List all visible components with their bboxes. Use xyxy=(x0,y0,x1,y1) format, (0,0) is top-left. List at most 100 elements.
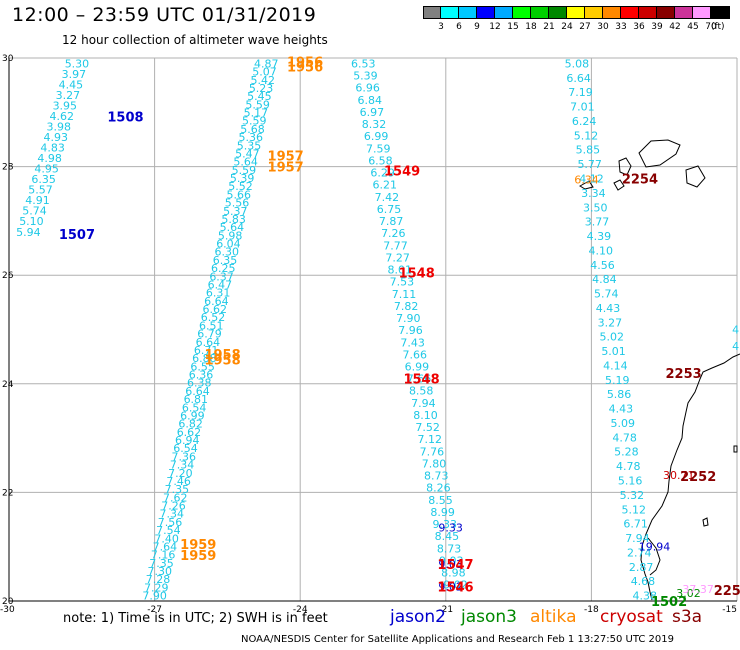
wave-height-value: 5.45 xyxy=(247,90,272,103)
wave-height-value: 6.62 xyxy=(202,303,227,316)
wave-height-value: 7.94 xyxy=(625,532,650,545)
wave-height-value: 9.02 xyxy=(443,579,468,592)
colorbar-swatch xyxy=(531,6,549,19)
wave-height-value: 5.39 xyxy=(353,70,378,83)
wave-height-value: 6.62 xyxy=(177,426,202,439)
wave-height-value: 7.62 xyxy=(163,491,188,504)
colorbar-label: 33 xyxy=(615,22,627,32)
wave-height-value: 7.90 xyxy=(142,590,167,603)
pass-time-label: 1549 xyxy=(384,164,420,179)
chart-subtitle: 12 hour collection of altimeter wave hei… xyxy=(62,33,328,47)
colorbar-label: 18 xyxy=(525,22,537,32)
wave-height-value: 4.43 xyxy=(596,302,621,315)
colorbar-swatch xyxy=(567,6,585,19)
wave-height-value: 6.35 xyxy=(31,173,56,186)
wave-height-value: 7.34 xyxy=(170,459,195,472)
wave-height-value: 7.29 xyxy=(144,581,169,594)
pass-time-label: 1958 xyxy=(204,353,240,368)
wave-height-value: 7.94 xyxy=(411,397,436,410)
wave-height-value: 7.42 xyxy=(375,191,400,204)
wave-height-value: 37.37 xyxy=(682,583,714,596)
satellite-label-cryosat: cryosat xyxy=(600,607,663,627)
wave-height-value: 4.38 xyxy=(633,590,658,603)
pass-time-label: 1507 xyxy=(59,228,95,243)
wave-height-value: 6.99 xyxy=(364,130,389,143)
wave-height-value: 4.14 xyxy=(603,359,628,372)
wave-height-value: 4.84 xyxy=(592,273,617,286)
colorbar-label: 36 xyxy=(633,22,645,32)
wave-height-value: 6.24 xyxy=(572,115,597,128)
wave-height-value: 7.54 xyxy=(156,524,181,537)
island-gran-canaria xyxy=(685,165,706,188)
wave-height-value: 6.75 xyxy=(377,203,402,216)
wave-height-value: 7.27 xyxy=(385,251,410,264)
wave-height-value: 5.28 xyxy=(614,446,639,459)
colorbar-swatch xyxy=(693,6,711,19)
wave-height-value: 4.10 xyxy=(588,244,613,257)
african-coastline xyxy=(640,353,740,601)
colorbar-label: 3 xyxy=(438,22,444,32)
wave-height-value: 7.35 xyxy=(149,557,174,570)
wave-height-value: 6.64 xyxy=(185,385,210,398)
x-tick-label: -15 xyxy=(722,605,737,615)
wave-height-value: 6.29 xyxy=(370,167,395,180)
wave-height-value: 7.53 xyxy=(390,276,415,289)
pass-time-label: 1959 xyxy=(180,549,216,564)
wave-height-value: 6.04 xyxy=(216,238,241,251)
colorbar-swatch xyxy=(675,6,693,19)
wave-height-value: 3.27 xyxy=(56,89,81,102)
wave-height-value: 9.33 xyxy=(433,518,458,531)
wave-height-value: 7.66 xyxy=(403,348,428,361)
wave-height-value: 5.09 xyxy=(610,417,635,430)
wave-height-value: 6.71 xyxy=(623,518,648,531)
colorbar-swatch xyxy=(657,6,675,19)
wave-height-value: 5.56 xyxy=(225,197,250,210)
wave-height-value: 5.12 xyxy=(574,129,599,142)
wave-height-value: 7.96 xyxy=(398,324,423,337)
colorbar-label: 42 xyxy=(669,22,681,32)
x-tick-label: -24 xyxy=(293,605,308,615)
pass-time-label: 225 xyxy=(714,584,740,599)
wave-height-value: 4.45 xyxy=(59,78,84,91)
wave-height-value: 7.16 xyxy=(151,549,176,562)
wave-height-value: 8.10 xyxy=(413,409,438,422)
wave-height-value: 5.32 xyxy=(620,489,645,502)
colorbar-swatch xyxy=(549,6,567,19)
wave-height-value: 5.30 xyxy=(65,57,90,70)
wave-height-value: 6.64 xyxy=(196,336,221,349)
wave-height-value: 5.66 xyxy=(226,188,251,201)
colorbar-label: 39 xyxy=(651,22,663,32)
wave-height-value: 6.53 xyxy=(351,57,376,70)
colorbar-swatch xyxy=(603,6,621,19)
satellite-label-jason3: jason3 xyxy=(461,607,517,627)
colorbar-swatch xyxy=(639,6,657,19)
wave-height-value: 4.91 xyxy=(25,194,50,207)
wave-height-value: 3.97 xyxy=(62,68,87,81)
colorbar-label: 70 xyxy=(705,22,717,32)
colorbar-label: 21 xyxy=(543,22,555,32)
wave-height-value: 7.30 xyxy=(148,565,173,578)
wave-height-value: 6.51 xyxy=(199,319,224,332)
coast-islet xyxy=(702,517,709,527)
colorbar-unit: (ft) xyxy=(711,22,725,32)
wave-height-value: 6.64 xyxy=(566,72,591,85)
wave-height-value: 5.98 xyxy=(218,229,243,242)
island-gomera xyxy=(613,179,625,191)
wave-height-value: 4. xyxy=(732,324,740,337)
wave-height-value: 6.54 xyxy=(182,401,207,414)
wave-height-value: 7.80 xyxy=(422,457,447,470)
wave-height-value: 9.03 xyxy=(439,554,464,567)
wave-height-value: 6.47 xyxy=(208,278,233,291)
wave-height-value: 6.79 xyxy=(197,328,222,341)
y-tick-label: 30 xyxy=(2,54,14,64)
wave-height-value: 8.01 xyxy=(387,264,412,277)
pass-time-label: 1956 xyxy=(287,61,323,76)
wave-height-value: 6.25 xyxy=(211,262,236,275)
wave-height-value: 7.43 xyxy=(400,336,425,349)
wave-height-value: 8.99 xyxy=(430,506,455,519)
wave-height-value: 6.97 xyxy=(360,106,385,119)
wave-height-value: 6.82 xyxy=(178,418,203,431)
wave-height-value: 5.52 xyxy=(228,180,253,193)
colorbar-swatch xyxy=(459,6,477,19)
